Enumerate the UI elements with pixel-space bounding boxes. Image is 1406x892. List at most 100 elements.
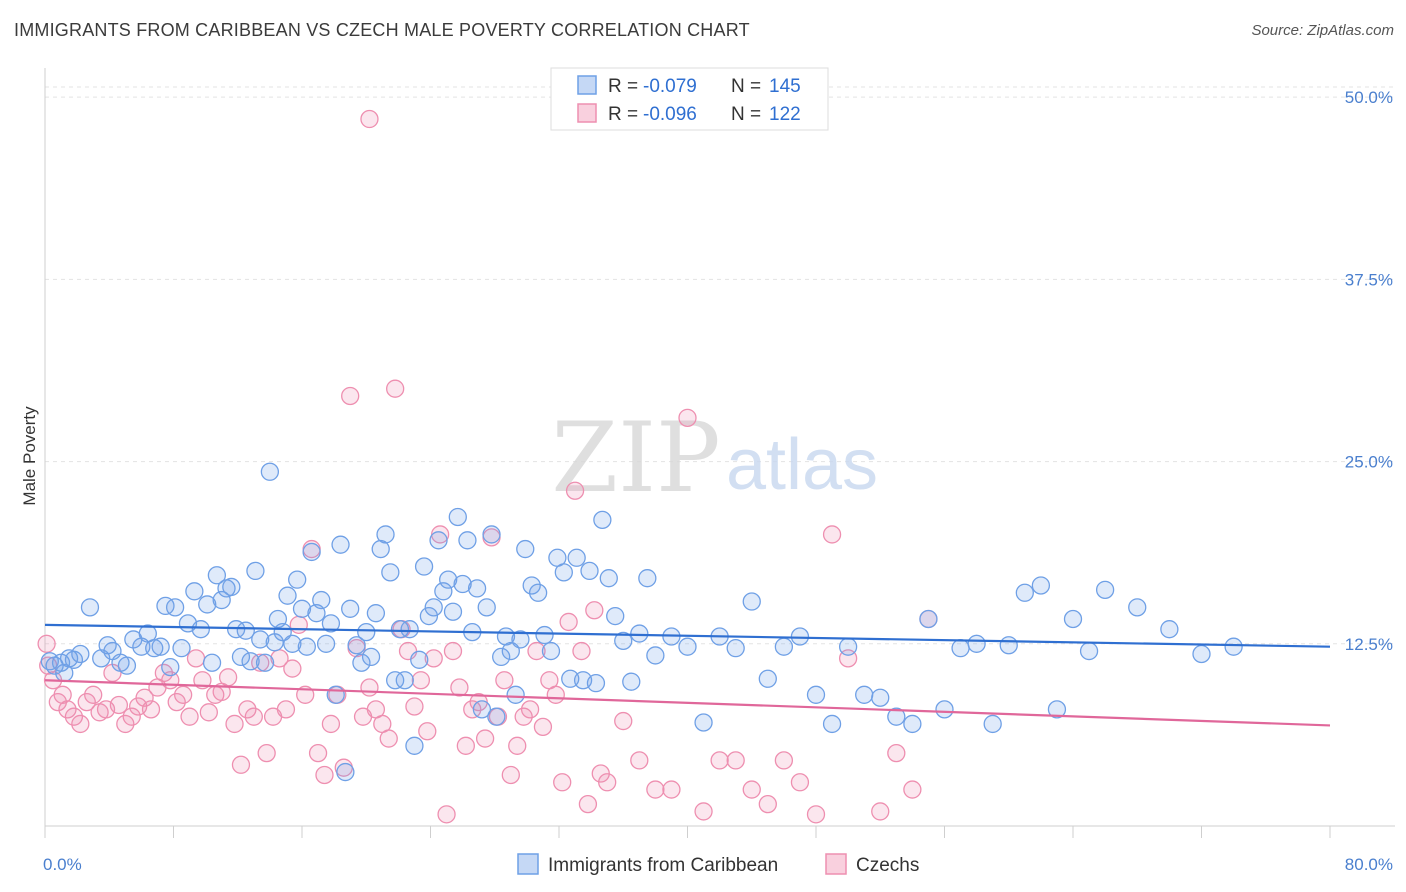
point-czechs-82 xyxy=(559,612,578,632)
point-czechs-59 xyxy=(411,671,431,690)
point-caribbean-25 xyxy=(198,595,217,614)
legend-n-value-1: 145 xyxy=(769,76,801,97)
legend-n-value-2: 122 xyxy=(769,104,801,125)
point-caribbean-105 xyxy=(606,606,625,626)
point-czechs-104 xyxy=(871,802,890,821)
point-caribbean-136 xyxy=(1063,609,1083,629)
point-caribbean-109 xyxy=(638,569,657,588)
point-caribbean-122 xyxy=(838,637,858,656)
point-czechs-6 xyxy=(71,714,90,734)
point-caribbean-83 xyxy=(477,598,496,617)
point-caribbean-132 xyxy=(999,636,1018,655)
point-czechs-17 xyxy=(141,700,161,719)
point-caribbean-50 xyxy=(316,634,336,653)
point-caribbean-57 xyxy=(352,653,371,672)
point-czechs-94 xyxy=(694,802,713,821)
point-caribbean-116 xyxy=(742,592,761,611)
point-czechs-16 xyxy=(135,688,154,707)
point-caribbean-95 xyxy=(541,641,561,661)
point-caribbean-97 xyxy=(554,563,573,582)
point-czechs-3 xyxy=(53,685,72,704)
point-caribbean-117 xyxy=(758,669,777,688)
point-caribbean-128 xyxy=(935,700,954,719)
point-caribbean-17 xyxy=(151,637,170,656)
point-czechs-85 xyxy=(578,794,598,814)
point-caribbean-36 xyxy=(251,630,270,649)
point-czechs-32 xyxy=(238,700,257,719)
point-czechs-108 xyxy=(360,109,379,129)
point-caribbean-108 xyxy=(630,624,649,643)
point-caribbean-125 xyxy=(887,707,906,726)
point-czechs-69 xyxy=(475,729,495,748)
point-czechs-100 xyxy=(790,773,810,792)
point-caribbean-37 xyxy=(255,653,275,672)
point-caribbean-61 xyxy=(371,539,390,559)
point-caribbean-45 xyxy=(292,599,312,618)
point-czechs-26 xyxy=(199,703,218,722)
point-czechs-78 xyxy=(533,717,553,737)
point-czechs-60 xyxy=(418,722,437,741)
bottom-legend-swatch-caribbean xyxy=(517,853,539,875)
point-caribbean-140 xyxy=(1160,620,1179,639)
bottom-legend-swatch-czechs xyxy=(825,853,847,875)
point-czechs-89 xyxy=(614,711,633,731)
point-caribbean-94 xyxy=(535,625,554,645)
point-caribbean-67 xyxy=(400,620,419,639)
axes xyxy=(44,68,1395,838)
legend-top: R = -0.079 N = 145 R = -0.096 N = 122 xyxy=(550,67,829,131)
tick-labels: 12.5% 25.0% 37.5% 50.0% 0.0% 80.0% xyxy=(43,88,1393,874)
point-caribbean-110 xyxy=(646,646,665,665)
point-czechs-55 xyxy=(386,379,405,398)
trend-line-czechs xyxy=(44,679,1331,727)
point-czechs-13 xyxy=(116,714,135,734)
point-caribbean-88 xyxy=(501,641,520,661)
point-czechs-33 xyxy=(244,707,263,726)
point-czechs-76 xyxy=(520,700,540,719)
point-czechs-99 xyxy=(774,751,794,770)
point-czechs-81 xyxy=(553,773,572,792)
point-caribbean-65 xyxy=(390,620,410,639)
legend-r-label-1: R = xyxy=(608,76,638,97)
point-caribbean-64 xyxy=(386,671,405,690)
point-czechs-29 xyxy=(218,668,238,687)
point-caribbean-137 xyxy=(1079,641,1099,661)
point-caribbean-86 xyxy=(492,647,511,667)
point-czechs-102 xyxy=(822,525,842,544)
point-caribbean-118 xyxy=(774,637,794,656)
point-caribbean-127 xyxy=(919,609,938,629)
point-czechs-61 xyxy=(424,649,443,668)
legend-r-value-1: -0.079 xyxy=(643,76,697,97)
point-caribbean-126 xyxy=(903,714,922,734)
point-caribbean-66 xyxy=(395,671,414,690)
grid-lines xyxy=(45,86,1395,645)
y-tick-label-0: 12.5% xyxy=(1345,635,1393,654)
point-czechs-74 xyxy=(508,736,527,755)
point-caribbean-92 xyxy=(522,576,541,595)
point-caribbean-54 xyxy=(336,762,355,782)
watermark-zip: ZIP xyxy=(551,402,720,514)
point-czechs-25 xyxy=(193,671,212,690)
point-czechs-30 xyxy=(225,714,244,734)
point-czechs-80 xyxy=(546,685,565,704)
point-caribbean-44 xyxy=(288,570,307,589)
point-czechs-14 xyxy=(122,707,141,726)
point-caribbean-101 xyxy=(580,561,599,581)
x-tick-label-min: 0.0% xyxy=(43,855,82,874)
point-czechs-63 xyxy=(437,805,456,824)
point-czechs-24 xyxy=(186,649,206,668)
point-czechs-75 xyxy=(514,707,533,726)
point-caribbean-89 xyxy=(506,685,525,704)
point-czechs-106 xyxy=(903,780,922,799)
point-czechs-21 xyxy=(167,692,186,712)
point-czechs-35 xyxy=(257,743,276,763)
point-czechs-45 xyxy=(321,714,341,734)
point-caribbean-102 xyxy=(586,673,606,693)
watermark: ZIP atlas xyxy=(551,402,878,514)
point-caribbean-60 xyxy=(366,604,386,623)
y-tick-label-2: 37.5% xyxy=(1345,270,1393,289)
point-czechs-73 xyxy=(501,765,520,785)
point-czechs-83 xyxy=(565,481,585,500)
point-caribbean-38 xyxy=(260,462,280,481)
point-caribbean-70 xyxy=(414,557,434,576)
point-caribbean-129 xyxy=(951,639,970,658)
